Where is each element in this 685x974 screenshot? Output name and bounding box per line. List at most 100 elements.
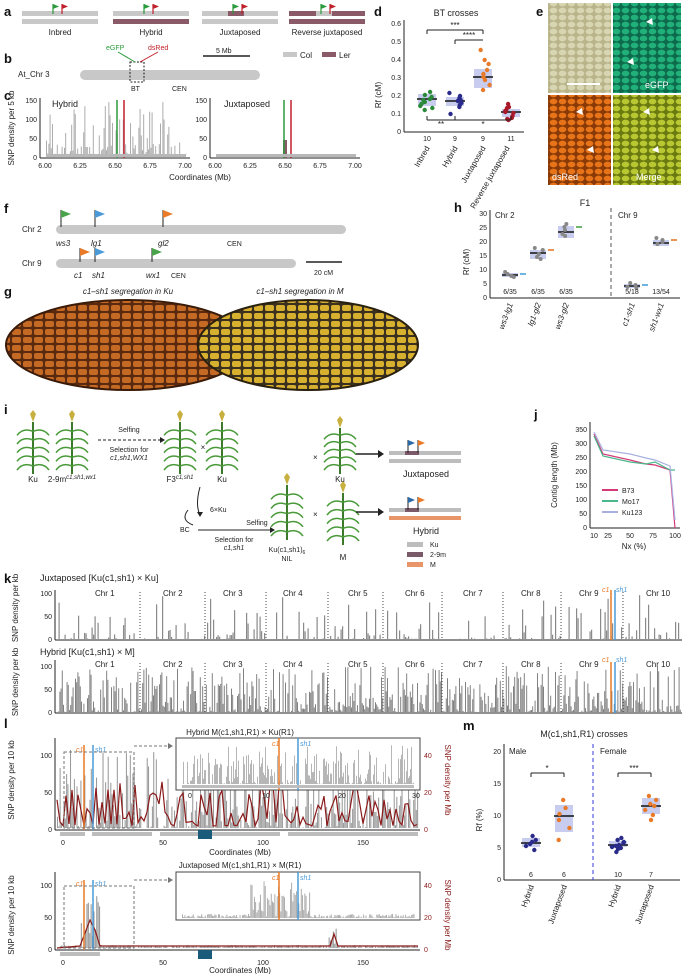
snp-bar xyxy=(273,902,275,918)
snp-bar xyxy=(326,916,327,918)
label-hybrid: Hybrid xyxy=(139,28,162,37)
snp-bar xyxy=(233,761,235,828)
snp-bar xyxy=(531,709,532,712)
snp-bar xyxy=(471,637,473,639)
snp-bar xyxy=(397,782,398,784)
c-left-snp-bars xyxy=(46,102,187,156)
snp-bar xyxy=(365,827,367,828)
snp-bar xyxy=(370,914,372,918)
snp-bar xyxy=(85,633,87,639)
snp-bar xyxy=(221,676,223,712)
k-ytick: 100 xyxy=(40,591,52,598)
snp-bar xyxy=(138,708,140,712)
snp-bar xyxy=(101,150,103,156)
snp-bar xyxy=(544,707,546,712)
snp-bar xyxy=(577,618,579,639)
snp-bar xyxy=(274,698,276,712)
snp-bar xyxy=(388,946,390,948)
snp-bar xyxy=(188,945,190,948)
j-ytick: 300 xyxy=(575,441,587,448)
snp-bar xyxy=(49,114,51,156)
i-m: M xyxy=(340,553,347,562)
snp-bar xyxy=(381,916,383,918)
data-point xyxy=(527,841,533,847)
j-ylabel: Contig length (Mb) xyxy=(550,442,559,508)
m-n-label: 10 xyxy=(614,872,622,879)
snp-bar xyxy=(218,914,219,918)
snp-bar xyxy=(268,945,270,948)
snp-bar xyxy=(220,821,222,828)
snp-bar xyxy=(252,782,253,784)
snp-bar xyxy=(240,783,241,784)
snp-bar xyxy=(202,758,203,784)
snp-bar xyxy=(619,670,621,712)
snp-bar xyxy=(622,683,624,712)
snp-bar xyxy=(397,946,399,948)
snp-bar xyxy=(277,755,278,784)
snp-bar xyxy=(192,787,194,828)
snp-bar xyxy=(381,677,382,712)
snp-bar xyxy=(376,704,378,712)
snp-bar xyxy=(257,776,258,784)
snp-bar xyxy=(198,710,200,712)
snp-bar xyxy=(394,945,396,948)
snp-bar xyxy=(429,602,431,639)
ear-ku xyxy=(6,300,250,390)
snp-bar xyxy=(90,768,92,828)
snp-bar xyxy=(565,703,567,712)
h-xtick: ws3-lg1 xyxy=(497,302,515,331)
snp-bar xyxy=(288,945,290,948)
snp-bar xyxy=(226,776,227,784)
k-ytick: 50 xyxy=(44,614,52,621)
snp-bar xyxy=(311,670,313,712)
snp-bar xyxy=(580,613,582,639)
snp-bar xyxy=(274,799,276,828)
snp-bar xyxy=(272,814,274,828)
plant-leaf xyxy=(270,520,288,528)
l-sh1-b: sh1 xyxy=(95,881,106,888)
snp-bar xyxy=(213,916,215,918)
snp-bar xyxy=(235,769,236,784)
snp-bar xyxy=(379,634,381,639)
snp-bar xyxy=(367,707,369,712)
snp-bar xyxy=(174,810,176,828)
data-point xyxy=(609,844,615,850)
snp-bar xyxy=(346,707,348,712)
snp-bar xyxy=(153,695,154,712)
snp-bar xyxy=(413,704,415,712)
snp-bar xyxy=(276,826,278,828)
snp-bar xyxy=(287,757,289,828)
data-point xyxy=(560,797,566,803)
snp-bar xyxy=(318,683,320,712)
d-sig-1: *** xyxy=(450,21,459,30)
snp-bar xyxy=(77,148,79,156)
snp-bar xyxy=(339,777,340,784)
snp-bar xyxy=(353,700,355,712)
snp-bar xyxy=(225,916,227,918)
snp-bar xyxy=(342,626,344,639)
snp-bar xyxy=(296,945,298,948)
l-y2tick: 20 xyxy=(424,915,432,922)
snp-bar xyxy=(67,784,69,828)
snp-bar xyxy=(361,703,363,712)
snp-bar xyxy=(373,708,375,712)
snp-bar xyxy=(415,810,417,828)
data-point xyxy=(480,87,486,93)
plant-leaf xyxy=(163,463,181,471)
l-ylabel-b: SNP density per 10 kb xyxy=(7,875,16,955)
h-n-label: 6/35 xyxy=(531,289,545,296)
snp-bar xyxy=(71,696,73,712)
snp-bar xyxy=(570,706,572,712)
snp-bar xyxy=(167,134,169,156)
snp-bar xyxy=(259,616,261,639)
snp-bar xyxy=(304,893,306,918)
snp-bar xyxy=(331,939,333,948)
f-c1: c1 xyxy=(74,271,82,280)
snp-bar xyxy=(352,945,354,948)
snp-bar xyxy=(239,673,241,712)
snp-bar xyxy=(426,684,428,712)
snp-bar xyxy=(304,708,306,712)
snp-bar xyxy=(240,945,242,948)
l-ylabel2: SNP density per Mb xyxy=(443,745,452,817)
snp-bar xyxy=(146,758,148,828)
